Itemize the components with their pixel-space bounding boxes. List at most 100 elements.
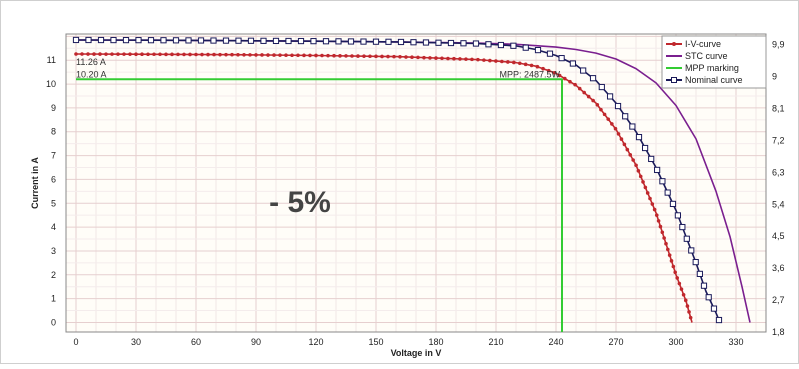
iv-curve-marker [476, 57, 480, 62]
iv-curve-marker [488, 58, 492, 63]
nominal-curve-marker [460, 40, 467, 47]
iv-curve-marker [206, 52, 210, 57]
y2-tick-label: 5,4 [772, 199, 785, 209]
iv-curve-marker [332, 53, 336, 58]
iv-curve-marker [110, 52, 114, 56]
iv-curve-marker [681, 292, 686, 297]
iv-curve-marker [628, 153, 633, 157]
y-tick-label: 1 [51, 294, 56, 304]
iv-curve-marker [428, 56, 432, 60]
nominal-curve-marker [485, 41, 492, 48]
x-tick-label: 180 [428, 337, 443, 347]
iv-curve-marker [602, 112, 607, 117]
x-tick-label: 90 [251, 337, 261, 347]
x-tick-label: 30 [131, 337, 141, 347]
iv-curve-marker [380, 54, 384, 59]
iv-curve-marker [654, 213, 659, 217]
iv-curve-marker [494, 59, 498, 63]
iv-curve-marker [658, 224, 663, 229]
nominal-curve-marker [297, 37, 305, 45]
iv-curve-marker [272, 53, 276, 57]
iv-curve-marker [656, 219, 661, 223]
iv-curve-marker [685, 304, 690, 308]
nominal-curve-marker [472, 40, 480, 47]
iv-curve-marker [74, 52, 78, 56]
iv-curve-marker [386, 54, 390, 59]
nominal-curve-marker [247, 37, 255, 44]
y-tick-label: 6 [51, 174, 56, 184]
iv-curve-marker [236, 52, 240, 57]
y2-tick-label: 2,7 [772, 295, 785, 305]
y-tick-label: 4 [51, 222, 56, 232]
iv-curve-marker [535, 64, 540, 69]
iv-curve-marker [338, 54, 342, 58]
nominal-curve-marker [641, 144, 649, 152]
y-tick-label: 11 [47, 55, 56, 65]
iv-curve-marker [669, 259, 674, 263]
iv-curve-marker [586, 94, 591, 99]
iv-curve-marker [398, 54, 402, 59]
iv-curve-marker [194, 52, 198, 57]
iv-curve-marker [529, 63, 534, 68]
iv-curve-marker [660, 230, 665, 235]
iv-curve-marker [368, 54, 372, 59]
nominal-curve-marker [272, 37, 280, 45]
iv-curve-marker [677, 281, 682, 286]
iv-curve-marker [636, 169, 641, 173]
nominal-curve-marker [335, 38, 342, 45]
nominal-curve-marker [135, 37, 142, 44]
nominal-curve-marker [589, 75, 597, 82]
plot-area [65, 33, 767, 333]
x-tick-label: 330 [728, 337, 743, 347]
iv-curve-marker [278, 53, 282, 57]
iv-curve-marker [482, 58, 486, 62]
nominal-curve-marker [598, 83, 605, 91]
iv-curve-marker [200, 52, 204, 57]
nominal-curve-marker [622, 113, 629, 120]
impp-annotation: 10.20 A [76, 69, 107, 79]
nominal-curve-marker [710, 305, 718, 312]
x-tick-label: 210 [488, 337, 503, 347]
iv-curve-marker [440, 56, 444, 61]
nominal-curve-marker [497, 41, 505, 49]
iv-curve-marker [446, 56, 450, 61]
iv-curve-marker [631, 158, 635, 162]
iv-curve-marker [374, 54, 378, 59]
iv-curve-marker [344, 54, 348, 58]
iv-curve-marker [188, 52, 192, 57]
iv-curve-marker [591, 98, 595, 103]
iv-curve-marker [638, 174, 643, 179]
iv-curve-marker [392, 54, 396, 59]
y-tick-label: 7 [51, 151, 56, 161]
nominal-curve-marker [147, 37, 155, 44]
nominal-curve-marker [683, 235, 690, 242]
nominal-curve-marker [700, 282, 708, 289]
nominal-curve-marker [435, 39, 442, 46]
iv-curve-marker [86, 52, 90, 56]
mpp-annotation: MPP: 2487.5W [499, 69, 560, 79]
iv-curve-marker [98, 52, 102, 56]
x-tick-label: 240 [548, 337, 563, 347]
nominal-curve-marker [648, 155, 655, 163]
iv-curve-marker [577, 86, 582, 91]
iv-curve-marker [568, 79, 572, 84]
iv-curve-marker [128, 52, 132, 56]
iv-curve-marker [296, 53, 300, 58]
nominal-curve-marker [696, 270, 703, 278]
iv-curve-marker [557, 73, 562, 78]
nominal-curve-marker [569, 60, 576, 67]
iv-curve-marker [679, 287, 684, 291]
iv-curve-marker [683, 298, 688, 303]
iv-curve-marker [176, 52, 180, 57]
iv-curve-marker [512, 60, 516, 65]
iv-curve-marker [260, 53, 264, 57]
iv-curve-marker [634, 163, 638, 168]
iv-curve-marker [104, 52, 108, 56]
nominal-curve-marker [580, 67, 587, 74]
iv-curve-marker [434, 56, 438, 60]
legend-label: I-V-curve [685, 39, 721, 49]
iv-curve-marker [641, 180, 645, 184]
iv-curve-marker [362, 54, 366, 58]
